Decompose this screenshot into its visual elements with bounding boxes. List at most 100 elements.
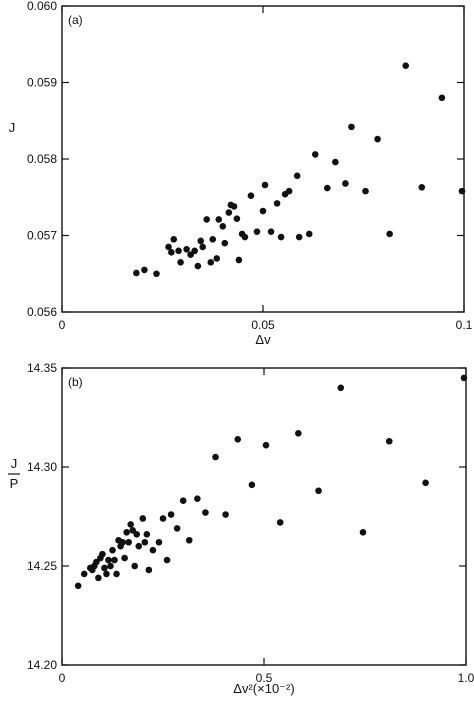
data-point	[385, 437, 393, 445]
data-point	[277, 233, 285, 241]
data-point	[219, 223, 227, 230]
data-point	[170, 236, 178, 243]
data-point	[253, 228, 261, 235]
data-point	[129, 527, 136, 534]
data-point	[285, 187, 293, 195]
data-point	[153, 270, 160, 278]
data-point	[74, 582, 82, 590]
data-point	[261, 181, 269, 189]
x-tick-label: 0.1	[456, 318, 473, 332]
data-point	[133, 269, 140, 277]
data-point	[273, 200, 281, 207]
data-point	[168, 249, 175, 256]
data-point	[167, 511, 175, 518]
data-point	[458, 187, 466, 195]
data-point	[135, 542, 143, 550]
data-point	[315, 487, 322, 495]
y-tick-label: 14.35	[27, 361, 57, 375]
data-point	[141, 538, 149, 546]
data-point	[267, 228, 275, 235]
data-point	[125, 538, 132, 546]
data-point	[191, 247, 198, 255]
data-point	[139, 515, 147, 522]
x-tick-label: 0.05	[251, 318, 275, 332]
data-point	[241, 233, 249, 241]
y-axis-label-numerator: J	[11, 456, 18, 471]
data-point	[295, 233, 303, 241]
data-point	[207, 258, 215, 266]
data-point	[197, 237, 204, 245]
y-axis-label-denominator: P	[10, 476, 19, 491]
data-point	[230, 203, 238, 210]
data-point	[109, 546, 116, 554]
data-point	[103, 570, 110, 578]
panel-b-scatter-chart: (b) 0 0.5 1.0 14.20 14.25 14.30 14.35 Δv²(×10⁻²)…	[8, 361, 474, 696]
data-point	[213, 255, 221, 262]
data-point	[203, 216, 211, 223]
data-point	[311, 151, 319, 158]
data-point	[202, 509, 209, 516]
y-tick-label: 0.056	[27, 305, 57, 319]
y-tick-label: 0.058	[27, 152, 57, 166]
data-point	[221, 239, 229, 247]
y-tick-label: 0.060	[27, 0, 57, 13]
data-point	[348, 123, 355, 131]
x-tick-label: 1.0	[458, 671, 474, 685]
y-tick-label: 0.059	[27, 76, 57, 90]
data-point	[262, 441, 270, 449]
data-point	[131, 562, 139, 570]
data-point	[175, 247, 182, 255]
data-point	[105, 556, 112, 564]
data-point	[194, 495, 201, 502]
data-point	[111, 556, 118, 564]
panel-a-scatter-chart: (a) 0 0.05 0.1 0.056 0.057 0.058 0.059 0.060 Δv J	[9, 0, 473, 347]
plot-frame	[61, 5, 465, 313]
data-point	[247, 192, 255, 200]
data-point	[119, 538, 126, 546]
data-point	[143, 531, 151, 538]
data-point	[101, 564, 108, 572]
data-point	[177, 258, 184, 266]
data-point	[362, 187, 369, 195]
data-point	[133, 531, 141, 538]
data-point	[165, 243, 172, 251]
data-point	[215, 216, 223, 223]
data-point	[342, 180, 349, 187]
data-point	[80, 570, 88, 578]
data-point	[374, 135, 381, 143]
data-point	[233, 215, 241, 222]
data-point	[185, 536, 193, 544]
data-point	[337, 384, 345, 392]
data-point	[107, 562, 114, 570]
y-tick-label: 0.057	[27, 229, 57, 243]
panel-label: (b)	[68, 375, 83, 389]
y-tick-label: 14.25	[27, 559, 57, 573]
x-axis-label: Δv²(×10⁻²)	[233, 681, 294, 696]
data-point	[199, 243, 206, 251]
data-point	[225, 209, 233, 216]
data-point	[141, 266, 148, 274]
data-point	[222, 511, 229, 518]
data-point	[159, 515, 167, 522]
data-point	[173, 525, 181, 532]
y-tick-label: 14.30	[27, 460, 57, 474]
data-point	[276, 519, 284, 526]
data-point	[95, 574, 102, 582]
data-point	[418, 184, 426, 191]
data-point	[234, 435, 242, 443]
data-point	[145, 566, 153, 574]
data-point	[438, 94, 446, 102]
panel-label: (a)	[68, 13, 83, 27]
y-tick-label: 14.20	[27, 658, 57, 672]
data-point	[212, 453, 219, 461]
x-tick-label: 0	[59, 318, 66, 332]
data-point	[93, 558, 100, 566]
data-point	[149, 546, 157, 554]
data-point	[460, 374, 468, 382]
data-point	[99, 550, 106, 558]
data-point	[305, 230, 313, 238]
data-point	[293, 172, 301, 180]
data-point	[179, 497, 187, 504]
data-point	[422, 479, 429, 487]
